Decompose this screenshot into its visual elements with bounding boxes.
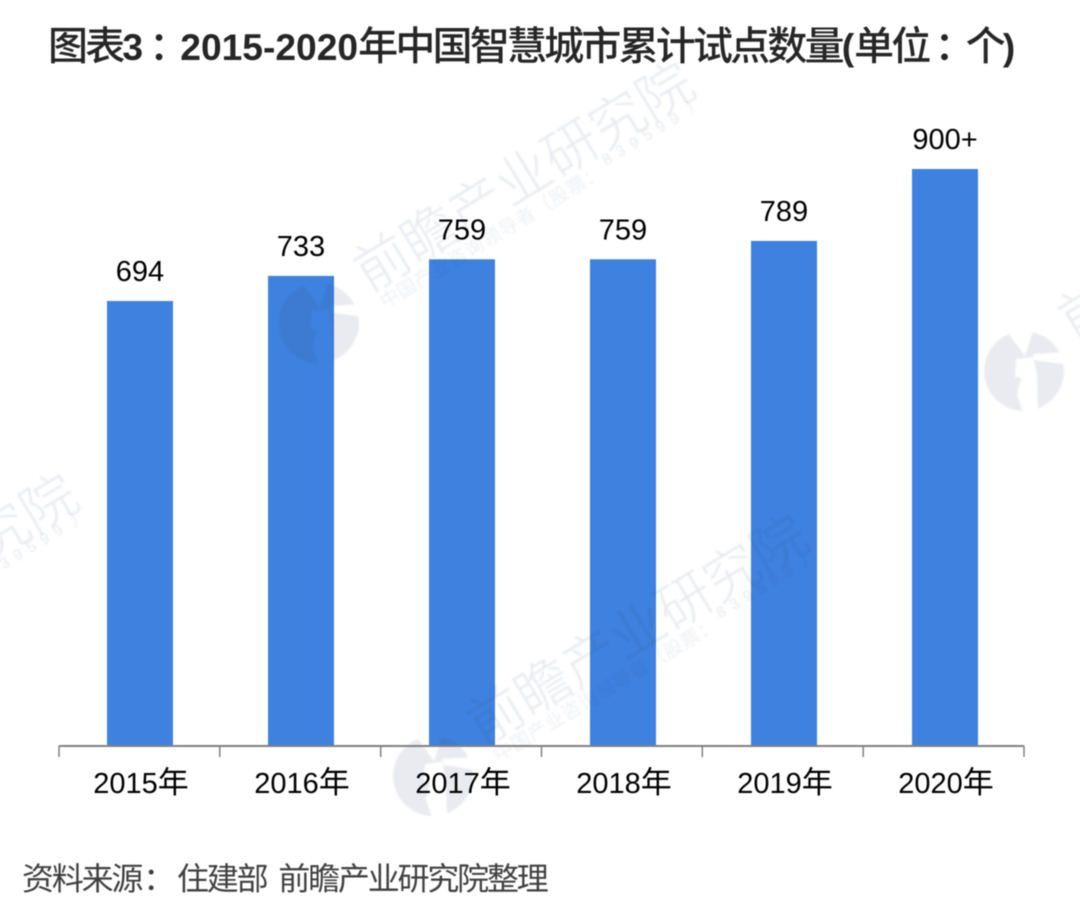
svg-text:759: 759 bbox=[438, 214, 486, 246]
svg-text:789: 789 bbox=[760, 196, 808, 228]
svg-text:733: 733 bbox=[277, 231, 325, 263]
svg-text:2015-2020: 2015-2020 bbox=[180, 26, 358, 68]
svg-text:900+: 900+ bbox=[912, 124, 977, 156]
svg-text:694: 694 bbox=[116, 256, 164, 288]
svg-text:): ) bbox=[1003, 26, 1015, 68]
svg-text:3: 3 bbox=[122, 26, 143, 68]
svg-text:2015: 2015 bbox=[93, 768, 158, 800]
svg-text:2018: 2018 bbox=[576, 768, 641, 800]
svg-text:759: 759 bbox=[599, 214, 647, 246]
svg-text:(: ( bbox=[842, 26, 855, 68]
svg-text:2019: 2019 bbox=[737, 768, 802, 800]
svg-text:2016: 2016 bbox=[254, 768, 319, 800]
svg-text:2020: 2020 bbox=[898, 768, 963, 800]
svg-text:2017: 2017 bbox=[415, 768, 480, 800]
